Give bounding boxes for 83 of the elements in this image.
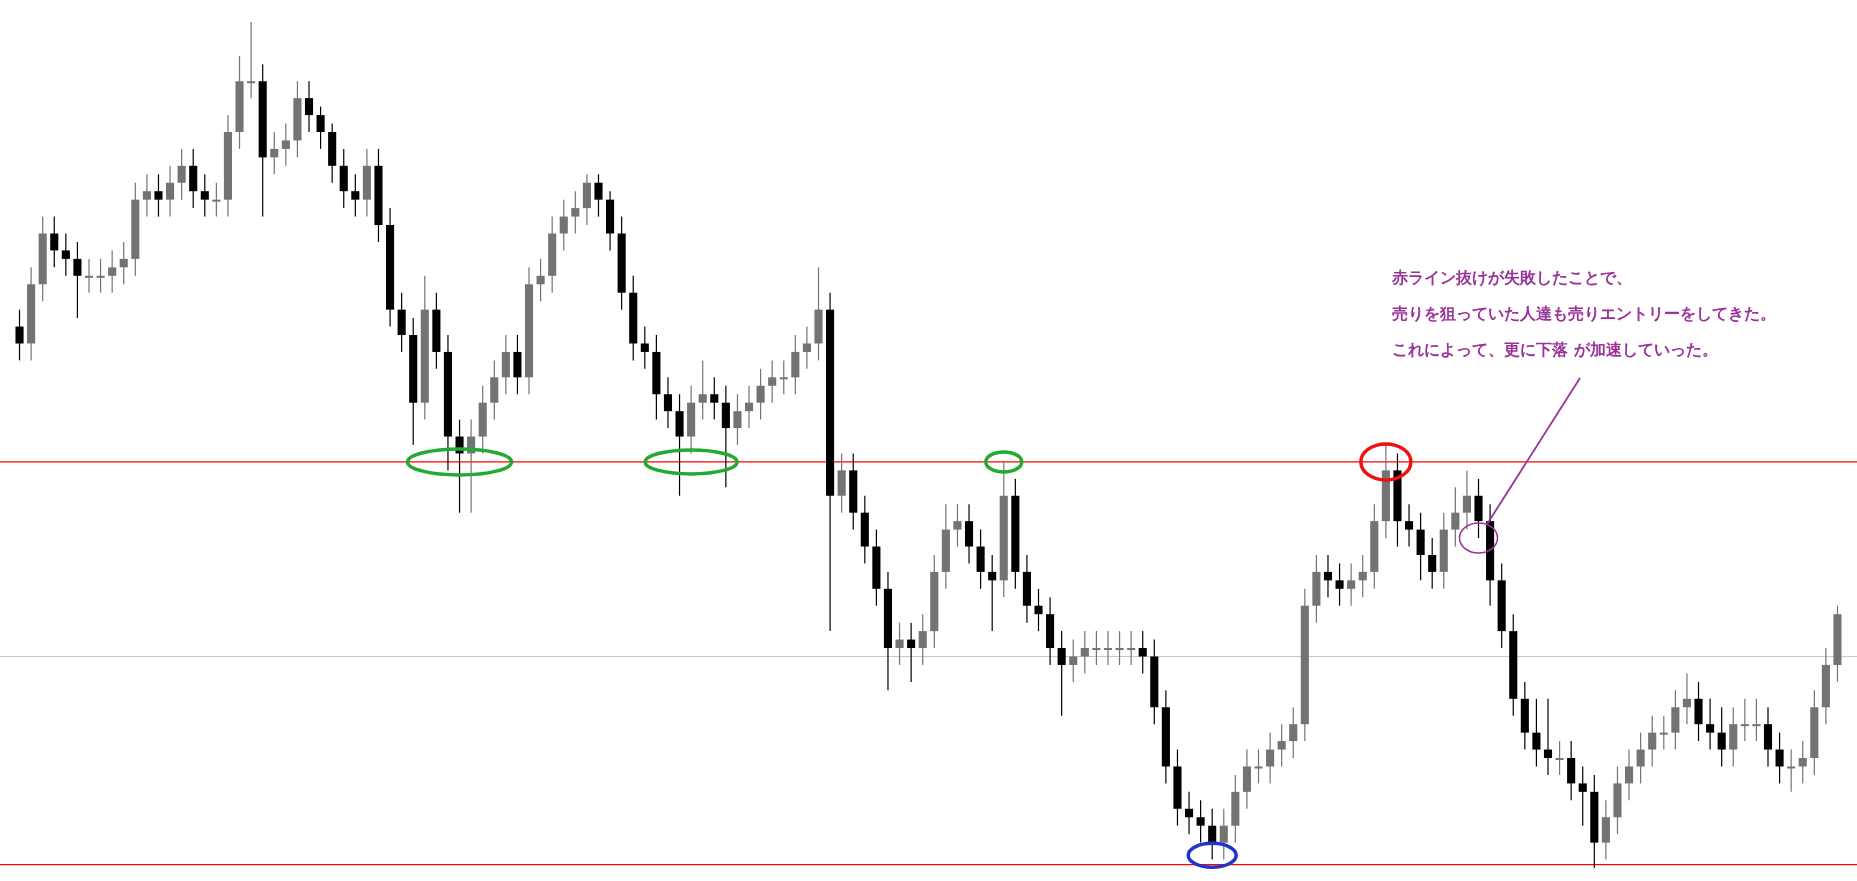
candlestick bbox=[270, 131, 279, 175]
candlestick bbox=[953, 503, 962, 548]
candlestick bbox=[779, 359, 788, 395]
candlestick bbox=[918, 613, 927, 666]
candlestick bbox=[1428, 537, 1437, 590]
candlestick bbox=[768, 359, 777, 404]
candlestick bbox=[1532, 698, 1541, 768]
candlestick bbox=[1648, 715, 1657, 768]
candlestick bbox=[1254, 748, 1263, 784]
candlestick bbox=[108, 249, 117, 294]
candlestick bbox=[1578, 765, 1587, 827]
candlestick bbox=[1289, 706, 1298, 759]
candlestick bbox=[1277, 723, 1286, 768]
candlestick bbox=[559, 199, 568, 252]
candlestick bbox=[1266, 732, 1275, 784]
candlestick bbox=[61, 232, 70, 277]
candlestick bbox=[281, 122, 290, 167]
candlestick bbox=[1115, 630, 1124, 666]
candlestick bbox=[96, 258, 105, 294]
candlestick bbox=[1034, 588, 1043, 632]
candlestick bbox=[1057, 630, 1066, 717]
candlestick bbox=[1196, 799, 1205, 844]
candlestick bbox=[212, 182, 221, 218]
candlestick bbox=[1706, 698, 1715, 751]
candlestick bbox=[304, 80, 314, 133]
candlestick bbox=[1717, 706, 1726, 768]
candlestick bbox=[1787, 748, 1796, 793]
candlestick bbox=[1798, 740, 1807, 784]
candlestick bbox=[988, 554, 997, 632]
candlestick bbox=[895, 622, 904, 666]
candlestick bbox=[154, 173, 163, 218]
candlestick bbox=[200, 173, 209, 218]
candlestick bbox=[142, 173, 151, 218]
candlestick bbox=[698, 359, 707, 421]
candlestick bbox=[802, 325, 811, 370]
candlestick bbox=[640, 325, 649, 370]
annotation: これによって、更に下落 が加速していった。 bbox=[1392, 340, 1718, 359]
candlestick bbox=[1347, 562, 1356, 607]
candlestick bbox=[166, 165, 175, 218]
candlestick bbox=[15, 309, 24, 361]
candlestick bbox=[73, 241, 82, 319]
candlestick bbox=[594, 173, 603, 218]
candlestick bbox=[1752, 698, 1761, 742]
candlestick bbox=[1555, 740, 1564, 776]
candlestick bbox=[1080, 630, 1089, 675]
candlestick bbox=[744, 385, 754, 429]
candlestick bbox=[50, 215, 59, 268]
candlestick bbox=[1092, 630, 1101, 666]
candlestick bbox=[756, 368, 765, 421]
candlestick bbox=[1208, 808, 1217, 861]
candlestick bbox=[1138, 630, 1147, 675]
candlestick bbox=[1323, 554, 1333, 598]
candlestick bbox=[1103, 630, 1113, 666]
candlestick bbox=[1636, 732, 1645, 784]
candlestick bbox=[907, 622, 916, 683]
candlestick bbox=[1659, 715, 1668, 751]
candlestick bbox=[1451, 486, 1460, 548]
candlestick bbox=[1184, 791, 1194, 835]
candlestick bbox=[1069, 638, 1078, 683]
annotation: 売りを狙っていた人達も売りエントリーをしてきた。 bbox=[1392, 304, 1776, 323]
candlestick bbox=[571, 190, 580, 235]
candlestick bbox=[1740, 698, 1749, 742]
candlestick bbox=[1335, 562, 1344, 607]
candlestick bbox=[247, 21, 256, 99]
candlestick bbox=[536, 258, 545, 302]
candlestick bbox=[710, 376, 719, 421]
candlestick bbox=[1404, 503, 1414, 548]
candlestick bbox=[1543, 698, 1553, 776]
candlestick bbox=[733, 393, 742, 446]
candlestick bbox=[351, 173, 360, 218]
candlestick bbox=[1775, 732, 1784, 784]
candlestick bbox=[1127, 630, 1136, 666]
candlestick bbox=[663, 376, 673, 429]
candlestick bbox=[1219, 808, 1228, 861]
candlestick bbox=[177, 148, 186, 201]
candlestick bbox=[119, 241, 128, 285]
annotation: 赤ライン抜けが失敗したことで、 bbox=[1391, 268, 1632, 287]
candlestick bbox=[84, 258, 94, 294]
candlestick bbox=[1462, 469, 1471, 531]
candlestick bbox=[1682, 672, 1691, 725]
candlestick bbox=[1358, 554, 1367, 598]
candlestick bbox=[1624, 748, 1634, 801]
candlestick bbox=[316, 106, 325, 150]
